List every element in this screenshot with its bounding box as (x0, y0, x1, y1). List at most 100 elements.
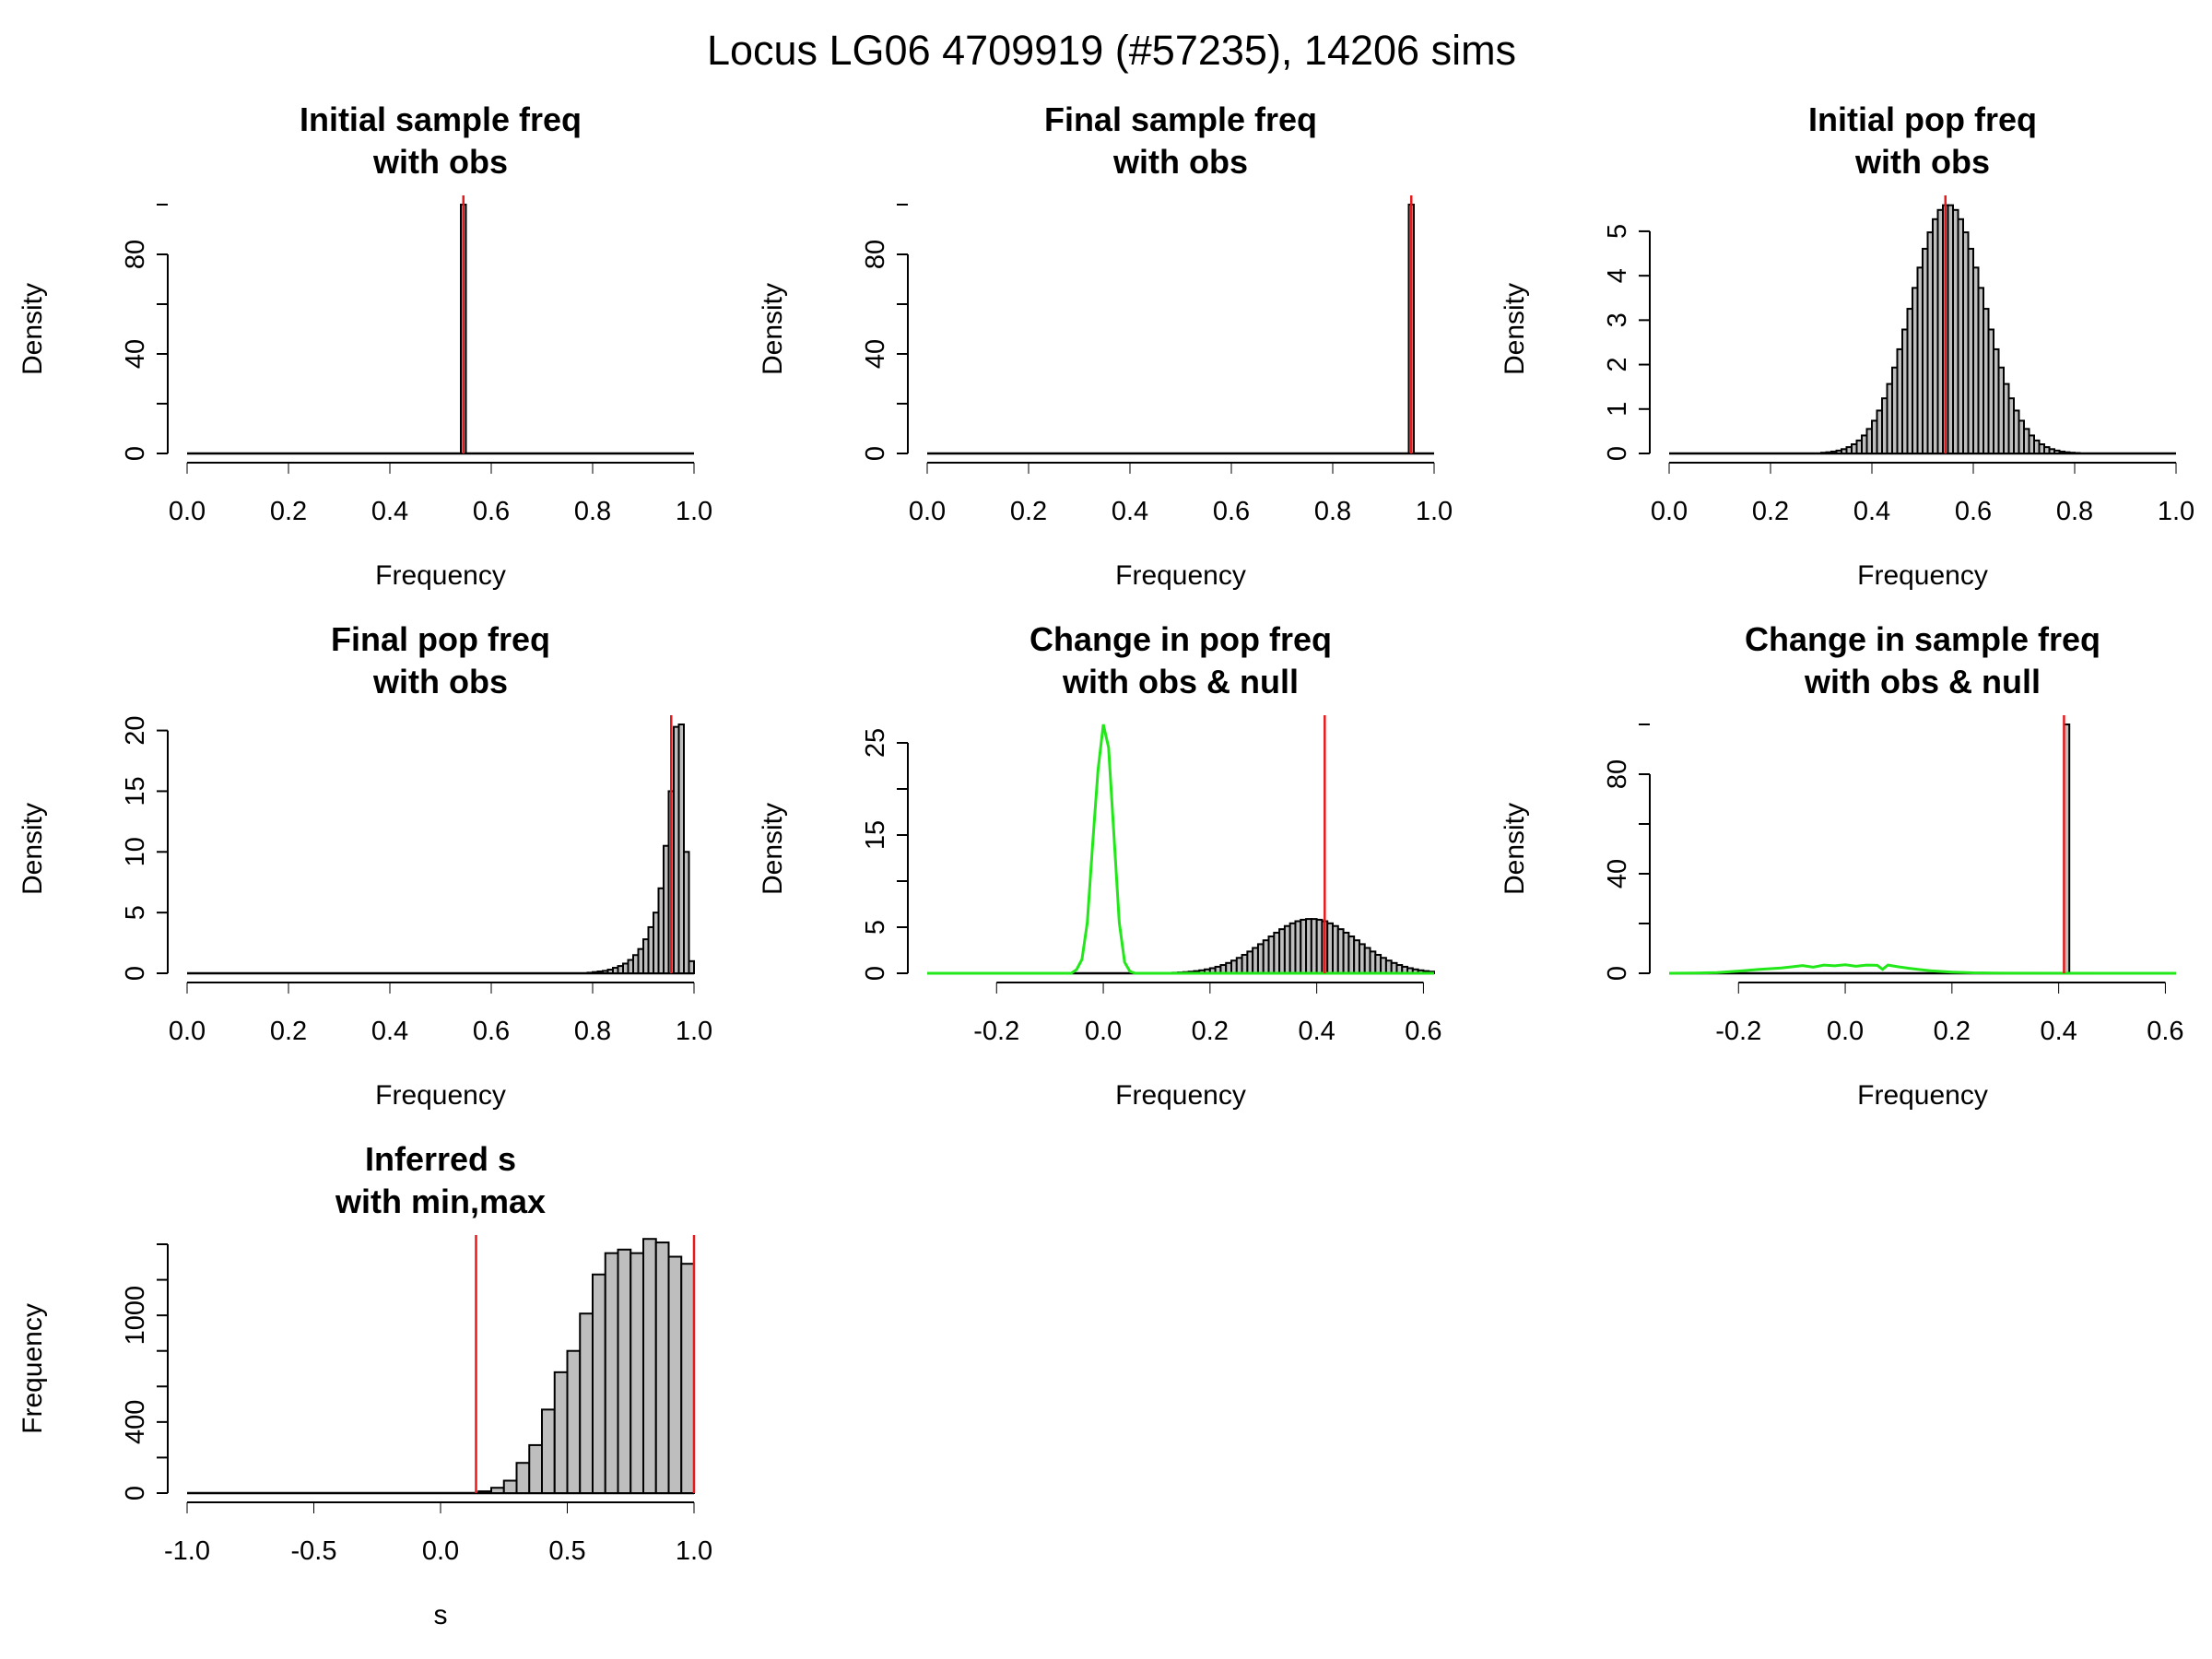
panel-title-line: Final pop freq (331, 620, 550, 658)
x-tick-label: 0.0 (1827, 1017, 1864, 1046)
y-axis: 0 40 80 (121, 204, 169, 461)
histogram-bar (502, 1479, 518, 1494)
y-tick-label: 4 (1603, 268, 1632, 283)
histogram-bar (541, 1408, 556, 1495)
panels: Initial sample freq with obs 0.0 0.2 0.4 0.6 0… (18, 100, 2194, 1630)
y-tick-label: 3 (1603, 312, 1632, 327)
y-tick-label: 5 (1603, 224, 1632, 239)
y-axis-label: Density (1500, 803, 1530, 895)
y-axis: 0 400 1000 (121, 1243, 169, 1500)
histogram-bars (1171, 918, 1436, 975)
histogram-bar (528, 1443, 543, 1495)
x-tick-label: 0.2 (1010, 497, 1047, 526)
x-tick-label: 0.6 (1405, 1017, 1441, 1046)
x-tick-label: -1.0 (164, 1536, 210, 1566)
y-tick-label: 1 (1603, 402, 1632, 417)
panel-3: Initial pop freq with obs 0.0 0.2 0.4 0.6 0.8 1… (1500, 100, 2194, 591)
x-tick-label: 0.2 (1934, 1017, 1971, 1046)
y-tick-label: 10 (121, 837, 150, 866)
panel-title-line: with obs (1112, 143, 1248, 181)
panel-title-line: with obs (1854, 143, 1990, 181)
x-tick-label: 0.6 (1955, 497, 1992, 526)
x-tick-label: 0.0 (169, 497, 206, 526)
histogram-bar (667, 1255, 683, 1494)
x-tick-label: 0.6 (2147, 1017, 2183, 1046)
histogram-bar (592, 1273, 606, 1495)
x-axis-label: Frequency (1115, 1080, 1246, 1111)
histogram-bar (683, 851, 690, 974)
x-tick-label: 0.8 (1314, 497, 1351, 526)
x-axis: -0.2 0.0 0.2 0.4 0.6 (973, 982, 1442, 1046)
panel-title-line: Inferred s (365, 1140, 516, 1178)
panel-title-line: Initial pop freq (1808, 100, 2037, 138)
y-axis: 0 5 15 25 (861, 728, 909, 981)
panel-title-line: with min,max (335, 1182, 546, 1220)
x-tick-label: 0.4 (1853, 497, 1890, 526)
panel-4: Final pop freq with obs 0.0 0.2 0.4 0.6 0.8 1.0… (18, 620, 712, 1111)
panel-title-line: Change in pop freq (1030, 620, 1332, 658)
x-axis-label: Frequency (375, 1080, 506, 1111)
x-axis: -0.2 0.0 0.2 0.4 0.6 (1715, 982, 2184, 1046)
histogram-bar (677, 724, 685, 974)
y-axis: 0 5 10 15 20 (121, 715, 169, 981)
y-axis-label: Frequency (18, 1303, 48, 1434)
y-tick-label: 80 (121, 240, 150, 269)
panel-title-line: Initial sample freq (300, 100, 582, 138)
x-tick-label: 0.4 (1112, 497, 1148, 526)
histogram-bar (477, 1490, 492, 1494)
histogram-bar (654, 1241, 670, 1494)
x-tick-label: 1.0 (676, 1536, 712, 1566)
x-tick-label: -0.5 (291, 1536, 337, 1566)
x-axis-label: Frequency (1857, 560, 1988, 591)
histogram-bar (553, 1371, 569, 1495)
x-tick-label: 0.6 (1213, 497, 1250, 526)
y-axis-label: Density (18, 803, 48, 895)
y-tick-label: 15 (861, 820, 890, 850)
panel-title-line: with obs (372, 663, 508, 700)
histogram-bar (579, 1312, 594, 1494)
x-tick-label: 0.2 (1752, 497, 1789, 526)
x-tick-label: 1.0 (676, 497, 712, 526)
y-axis-label: Density (758, 803, 788, 895)
x-tick-label: 0.4 (1298, 1017, 1335, 1046)
y-tick-label: 5 (121, 905, 150, 920)
panel-5: Change in pop freq with obs & null -0.2 0.0… (758, 620, 1442, 1111)
y-tick-label: 40 (121, 339, 150, 369)
y-tick-label: 0 (861, 446, 890, 461)
histogram-bar (680, 1263, 695, 1494)
histogram-bar (604, 1252, 619, 1494)
y-axis-label: Density (1500, 283, 1530, 375)
x-axis-label: Frequency (375, 560, 506, 591)
y-tick-label: 15 (121, 776, 150, 806)
x-axis-label: Frequency (1857, 1080, 1988, 1111)
x-tick-label: 0.4 (2040, 1017, 2077, 1046)
y-tick-label: 0 (121, 1486, 150, 1500)
x-tick-label: -0.2 (973, 1017, 1019, 1046)
histogram-bar (566, 1349, 582, 1494)
y-tick-label: 0 (121, 446, 150, 461)
y-tick-label: 25 (861, 728, 890, 758)
y-tick-label: 5 (861, 920, 890, 935)
y-tick-label: 20 (121, 715, 150, 745)
x-axis: -1.0 -0.5 0.0 0.5 1.0 (164, 1501, 712, 1566)
y-axis: 0 40 80 (1603, 724, 1651, 981)
x-axis: 0.0 0.2 0.4 0.6 0.8 1.0 (909, 462, 1453, 526)
panel-7: Inferred s with min,max -1.0 -0.5 0.0 0.5 1.0 s… (18, 1140, 712, 1630)
y-tick-label: 0 (1603, 446, 1632, 461)
x-tick-label: 0.0 (422, 1536, 459, 1566)
histogram-bars (1820, 204, 2081, 455)
null-density-curve (927, 724, 1434, 975)
histogram-bars (477, 1238, 695, 1495)
x-tick-label: 0.5 (548, 1536, 585, 1566)
y-tick-label: 2 (1603, 358, 1632, 372)
panel-title-line: with obs & null (1062, 663, 1299, 700)
y-axis-label: Density (18, 283, 48, 375)
histogram-bar (617, 1248, 632, 1495)
histogram-bar (490, 1487, 505, 1494)
histogram-bar (629, 1252, 644, 1494)
x-tick-label: 0.0 (1085, 1017, 1122, 1046)
panel-2: Final sample freq with obs 0.0 0.2 0.4 0.6 0.8… (758, 100, 1453, 591)
panel-title-line: Change in sample freq (1745, 620, 2100, 658)
figure-title: Locus LG06 4709919 (#57235), 14206 sims (707, 27, 1516, 74)
